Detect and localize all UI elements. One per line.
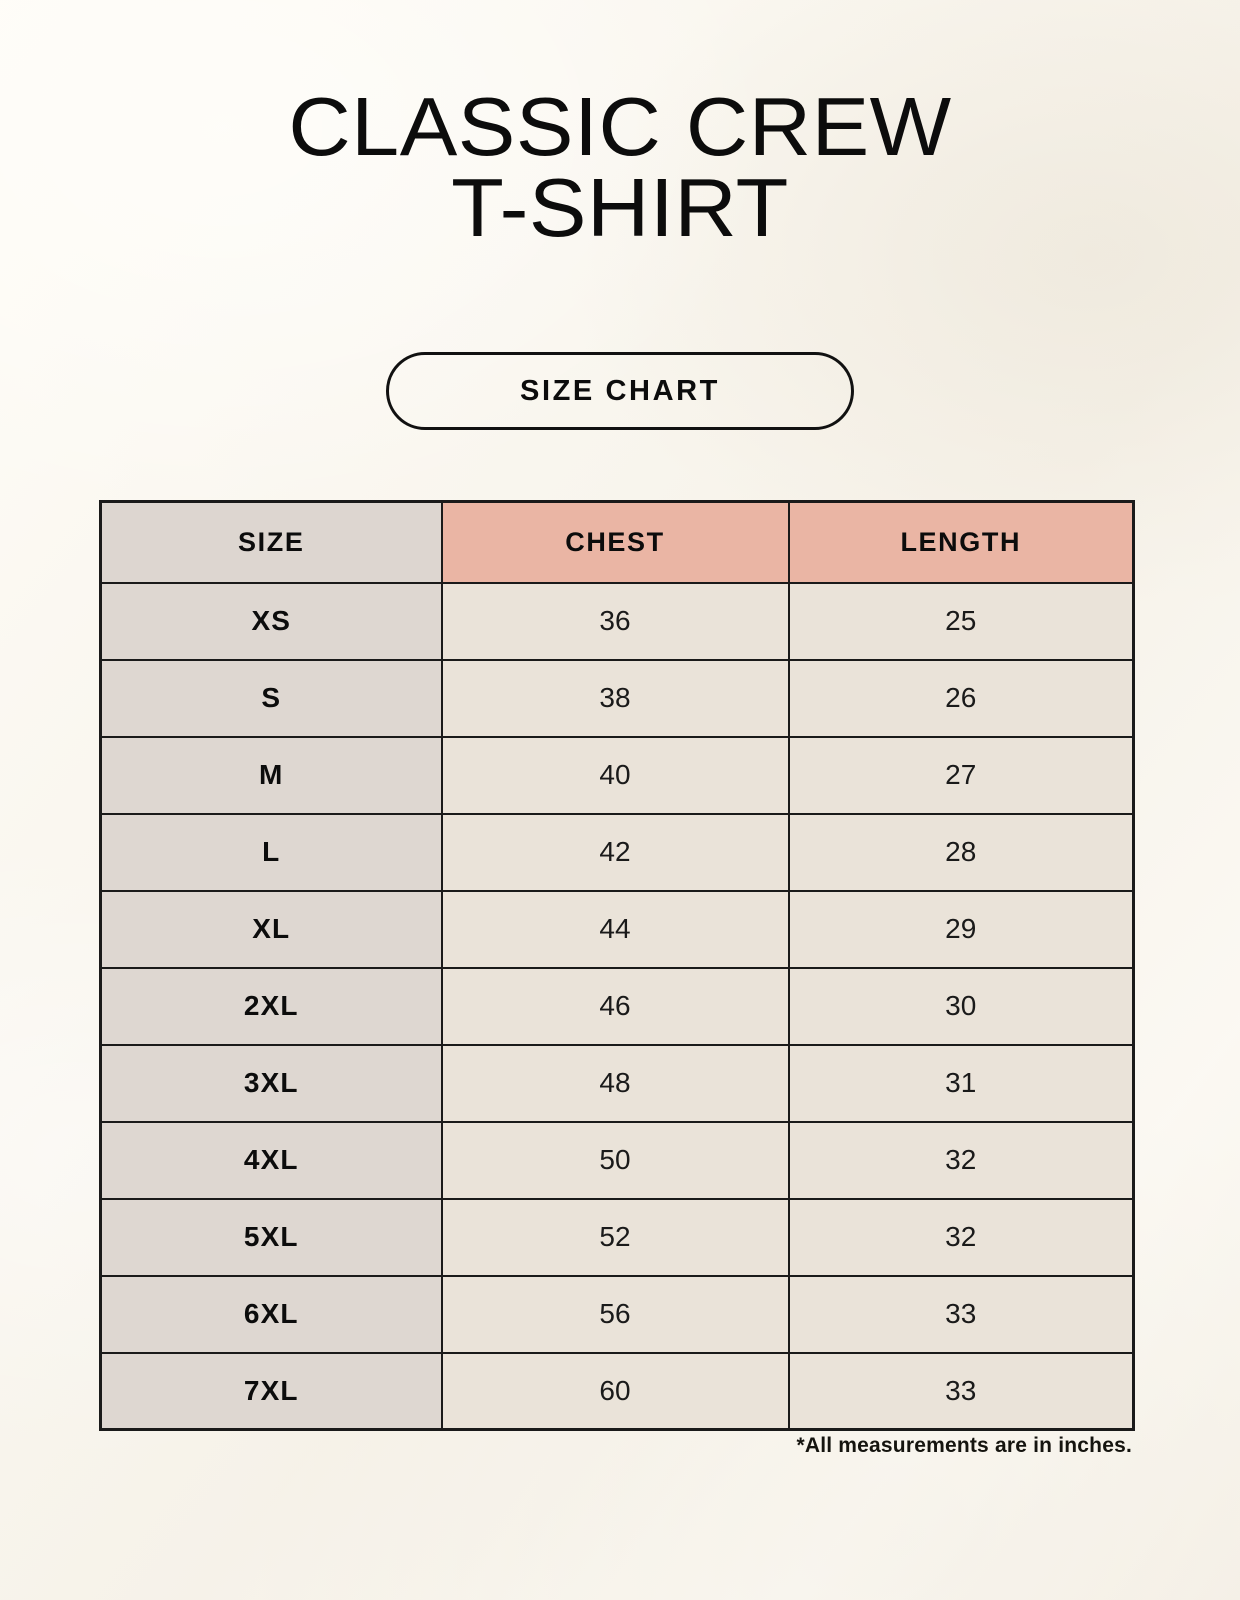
cell-chest: 42	[441, 813, 790, 892]
badge-row: SIZE CHART	[0, 352, 1240, 430]
column-header-size: SIZE	[100, 501, 443, 584]
cell-size: M	[100, 736, 443, 815]
cell-chest: 60	[441, 1352, 790, 1430]
cell-length: 33	[788, 1275, 1134, 1354]
table-row: XS 36 25	[100, 582, 1134, 661]
cell-size: 4XL	[100, 1121, 443, 1200]
cell-length: 31	[788, 1044, 1134, 1123]
cell-chest: 50	[441, 1121, 790, 1200]
size-table-container: SIZE CHEST LENGTH XS 36 25 S 38 26 M 40 27 L 42 28 X…	[99, 500, 1135, 1431]
cell-size: 7XL	[100, 1352, 443, 1430]
cell-chest: 46	[441, 967, 790, 1046]
table-row: 7XL 60 33	[100, 1352, 1134, 1430]
title-block: CLASSIC CREW T-SHIRT	[0, 80, 1240, 255]
cell-size: 5XL	[100, 1198, 443, 1277]
cell-chest: 44	[441, 890, 790, 969]
size-table: SIZE CHEST LENGTH XS 36 25 S 38 26 M 40 27 L 42 28 X…	[99, 500, 1135, 1431]
column-header-chest: CHEST	[441, 501, 790, 584]
table-row: L 42 28	[100, 813, 1134, 892]
table-row: 3XL 48 31	[100, 1044, 1134, 1123]
cell-size: 2XL	[100, 967, 443, 1046]
table-row: 6XL 56 33	[100, 1275, 1134, 1354]
table-row: 5XL 52 32	[100, 1198, 1134, 1277]
cell-chest: 36	[441, 582, 790, 661]
cell-length: 25	[788, 582, 1134, 661]
cell-length: 33	[788, 1352, 1134, 1430]
cell-size: L	[100, 813, 443, 892]
table-row: M 40 27	[100, 736, 1134, 815]
size-chart-badge-label: SIZE CHART	[520, 374, 720, 407]
cell-chest: 48	[441, 1044, 790, 1123]
table-row: 2XL 46 30	[100, 967, 1134, 1046]
table-row: S 38 26	[100, 659, 1134, 738]
table-row: 4XL 50 32	[100, 1121, 1134, 1200]
cell-length: 29	[788, 890, 1134, 969]
cell-size: 6XL	[100, 1275, 443, 1354]
cell-length: 32	[788, 1198, 1134, 1277]
size-chart-badge[interactable]: SIZE CHART	[386, 352, 854, 430]
cell-chest: 52	[441, 1198, 790, 1277]
cell-size: 3XL	[100, 1044, 443, 1123]
cell-length: 30	[788, 967, 1134, 1046]
cell-chest: 38	[441, 659, 790, 738]
cell-chest: 56	[441, 1275, 790, 1354]
cell-size: XS	[100, 582, 443, 661]
cell-length: 26	[788, 659, 1134, 738]
size-table-head: SIZE CHEST LENGTH	[100, 501, 1134, 584]
cell-chest: 40	[441, 736, 790, 815]
cell-length: 27	[788, 736, 1134, 815]
cell-length: 32	[788, 1121, 1134, 1200]
cell-size: XL	[100, 890, 443, 969]
table-header-row: SIZE CHEST LENGTH	[100, 501, 1134, 584]
column-header-length: LENGTH	[788, 501, 1134, 584]
measurements-footnote: *All measurements are in inches.	[796, 1434, 1132, 1457]
table-row: XL 44 29	[100, 890, 1134, 969]
cell-size: S	[100, 659, 443, 738]
size-table-body: XS 36 25 S 38 26 M 40 27 L 42 28 XL 44 29 2XL 46 30 3XL 48 3…	[100, 582, 1134, 1430]
page-title: CLASSIC CREW T-SHIRT	[288, 80, 952, 255]
cell-length: 28	[788, 813, 1134, 892]
